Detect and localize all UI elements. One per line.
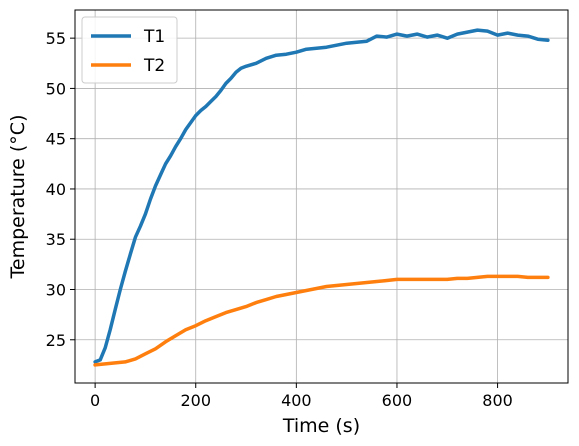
y-tick-label: 25: [46, 331, 66, 350]
legend: T1 T2: [81, 16, 178, 84]
x-tick-label: 800: [482, 391, 513, 410]
series-line-t1: [93, 28, 550, 364]
y-tick-label: 55: [46, 29, 66, 48]
legend-label-t2: T2: [143, 56, 165, 76]
legend-label-t1: T1: [143, 27, 165, 47]
x-tick-label: 600: [382, 391, 413, 410]
y-tick-label: 30: [46, 280, 66, 299]
axis-ticks: 0 200 400 600 800 25 30 35 40 45 50 55: [46, 29, 513, 410]
x-tick-label: 400: [281, 391, 312, 410]
y-tick-label: 40: [46, 180, 66, 199]
plot-frame: [74, 9, 569, 384]
x-tick-label: 0: [90, 391, 100, 410]
plot-series: [93, 28, 550, 367]
series-line-t2: [93, 274, 550, 367]
y-tick-label: 45: [46, 130, 66, 149]
x-axis-label: Time (s): [282, 415, 360, 437]
y-axis-label: Temperature (°C): [7, 115, 29, 280]
x-tick-label: 200: [180, 391, 211, 410]
y-tick-label: 50: [46, 79, 66, 98]
y-tick-label: 35: [46, 230, 66, 249]
